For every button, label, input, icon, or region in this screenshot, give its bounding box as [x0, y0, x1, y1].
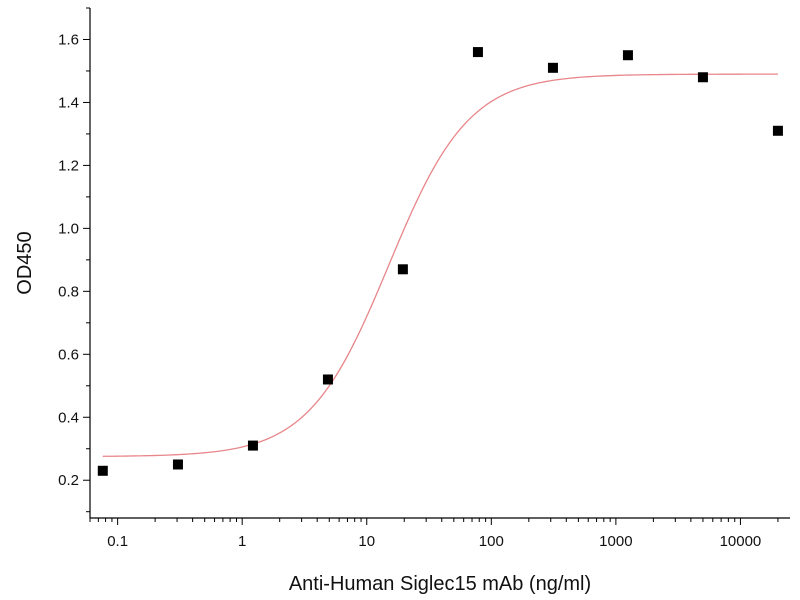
data-point	[97, 465, 108, 476]
x-axis-ticks: 0.1 1 10 100 1000 10000	[89, 518, 779, 550]
data-point	[322, 374, 333, 385]
y-tick-label: 0.4	[58, 409, 79, 426]
y-tick-label: 0.6	[58, 346, 79, 363]
data-point	[472, 47, 483, 58]
y-tick-label: 1.4	[58, 94, 79, 111]
data-point	[547, 62, 558, 73]
y-tick-label: 0.2	[58, 472, 79, 489]
data-point	[772, 125, 783, 136]
x-tick-label: 1000	[599, 533, 632, 550]
data-point	[397, 264, 408, 275]
y-tick-label: 1.2	[58, 157, 79, 174]
y-tick-label: 0.8	[58, 283, 79, 300]
y-tick-label: 1.0	[58, 220, 79, 237]
plot-area: 0.1 1 10 100 1000 10000 0.2 0.4 0.6 0.8 1.0 1.2 1.4…	[58, 7, 790, 550]
y-axis-ticks: 0.2 0.4 0.6 0.8 1.0 1.2 1.4 1.6	[58, 7, 90, 513]
y-tick-label: 1.6	[58, 31, 79, 48]
data-point	[247, 440, 258, 451]
data-point	[172, 459, 183, 470]
data-point	[697, 72, 708, 83]
data-point	[622, 50, 633, 61]
data-points	[97, 47, 783, 476]
x-axis-title: Anti-Human Siglec15 mAb (ng/ml)	[289, 573, 591, 595]
x-tick-label: 1	[238, 533, 246, 550]
y-axis-title: OD450	[14, 231, 36, 294]
x-tick-label: 10000	[720, 533, 762, 550]
fit-curve	[102, 73, 778, 457]
x-tick-label: 10	[358, 533, 375, 550]
x-tick-label: 100	[479, 533, 504, 550]
x-tick-label: 0.1	[107, 533, 128, 550]
